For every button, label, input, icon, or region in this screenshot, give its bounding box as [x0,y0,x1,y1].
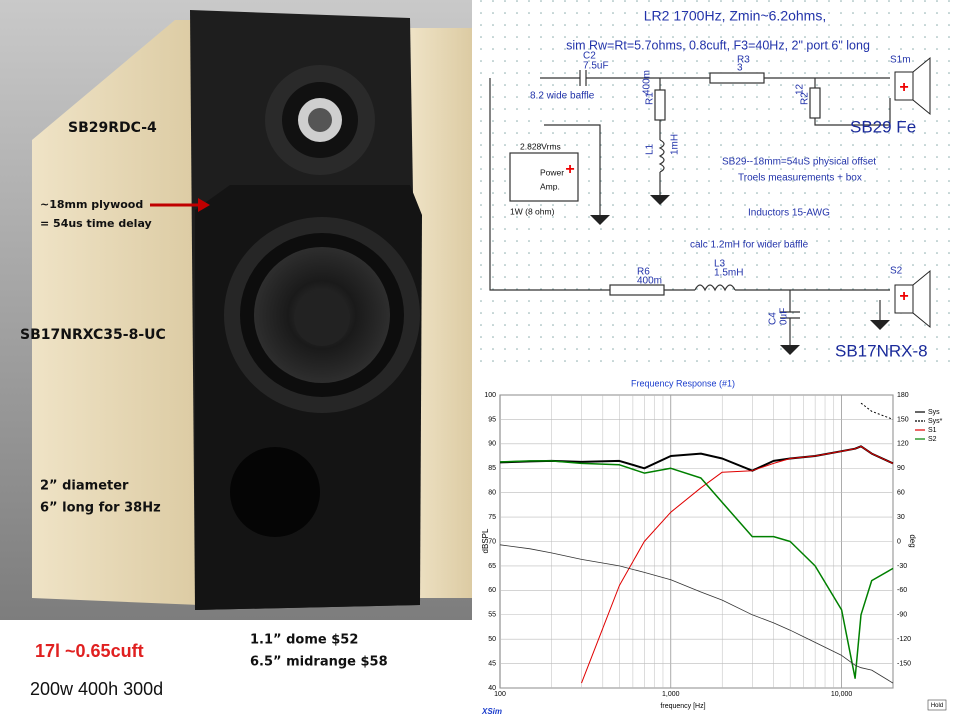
y2-tick-label: 180 [897,392,909,399]
schematic-label: SB29 Fe [850,117,916,136]
speaker-photo [0,0,472,620]
schematic-label: 400m [642,70,653,95]
legend-label: Sys* [928,418,943,425]
x-tick-label: 10,000 [831,691,853,698]
schematic-label: 1W (8 ohm) [510,206,555,216]
y-tick-label: 65 [488,563,496,570]
schematic-label: 2.828Vrms [520,141,561,151]
schematic-label: S2 [890,266,903,277]
y-tick-label: 60 [488,587,496,594]
photo-label: SB17NRXC35-8-UC [20,327,166,343]
schematic-label: R1 [645,92,656,105]
schematic: + + + [478,0,960,372]
y2-tick-label: 150 [897,416,909,423]
schematic-label: Inductors 15-AWG [748,208,830,219]
schematic-label: Troels measurements + box [738,173,862,184]
legend-label: S2 [928,436,937,443]
schematic-label: 0uF [779,308,790,325]
footer: XSim [481,707,502,716]
y2-axis-label: deg [908,534,917,547]
y-tick-label: 50 [488,636,496,643]
y-tick-label: 70 [488,538,496,545]
schematic-label: 1mH [670,134,681,155]
note: 17l ~0.65cuft [35,641,144,661]
y2-tick-label: 60 [897,490,905,497]
note: 1.1” dome $52 [250,633,358,648]
y2-tick-label: -90 [897,612,907,619]
schematic-title: LR2 1700Hz, Zmin~6.2ohms, [644,8,826,24]
schematic-label: Power [540,167,564,177]
y-tick-label: 40 [488,685,496,692]
svg-text:+: + [899,79,908,96]
schematic-label: 3 [737,63,743,74]
note: 200w 400h 300d [30,679,163,699]
schematic-label: L1 [645,143,656,155]
y2-tick-label: -60 [897,587,907,594]
schematic-label: C2 [583,51,596,62]
legend-label: S1 [928,427,937,434]
series-line [581,445,894,684]
hold-button-label[interactable]: Hold [931,703,943,709]
y2-tick-label: -120 [897,636,911,643]
schematic-label: R6 [637,267,650,278]
schematic-label: SB29--18mm=54uS physical offset [722,157,876,168]
y2-tick-label: 120 [897,441,909,448]
chart-title: Frequency Response (#1) [631,378,735,388]
svg-text:+: + [565,161,574,178]
schematic-label: C4 [768,312,779,325]
photo-label: 6” long for 38Hz [40,501,161,516]
schematic-label: R2 [800,92,811,105]
schematic-label: 8.2 wide baffle [530,91,595,102]
photo-label: ~18mm plywood [40,198,143,211]
schematic-label: R3 [737,55,750,66]
y2-tick-label: 0 [897,538,901,545]
schematic-label: SB17NRX-8 [835,341,928,360]
y2-tick-label: 30 [897,514,905,521]
schematic-label: 1.5mH [714,268,743,279]
series-line [499,544,894,684]
x-tick-label: 1,000 [662,691,680,698]
y-tick-label: 100 [484,392,496,399]
y2-tick-label: -30 [897,563,907,570]
photo-label: SB29RDC-4 [68,120,157,136]
y-tick-label: 80 [488,490,496,497]
svg-text:+: + [899,288,908,305]
y-tick-label: 90 [488,441,496,448]
legend-label: Sys [928,409,940,416]
x-tick-label: 100 [494,691,506,698]
series-line [499,460,894,679]
y-tick-label: 55 [488,612,496,619]
photo-label: 2” diameter [40,479,129,494]
schematic-label: 400m [637,276,662,287]
hold-button[interactable] [927,699,947,711]
y-tick-label: 95 [488,416,496,423]
note: 6.5” midrange $58 [250,655,388,670]
schematic-title: sim Rw=Rt=5.7ohms, 0.8cuft, F3=40Hz, 2" … [566,38,870,52]
y2-tick-label: 90 [897,465,905,472]
y2-tick-label: -150 [897,660,911,667]
schematic-label: calc 1.2mH for wider baffle [690,240,809,251]
schematic-label: Amp. [540,181,560,191]
photo-label: = 54us time delay [40,217,152,230]
y-tick-label: 85 [488,465,496,472]
schematic-label: 12 [795,83,806,95]
y-tick-label: 45 [488,660,496,667]
schematic-label: 7.5uF [583,61,609,72]
x-axis-label: frequency [Hz] [660,703,705,710]
y-tick-label: 75 [488,514,496,521]
schematic-label: L3 [714,259,726,270]
schematic-label: S1m [890,55,911,66]
series-line [860,402,894,420]
y-axis-label: dBSPL [481,528,490,553]
